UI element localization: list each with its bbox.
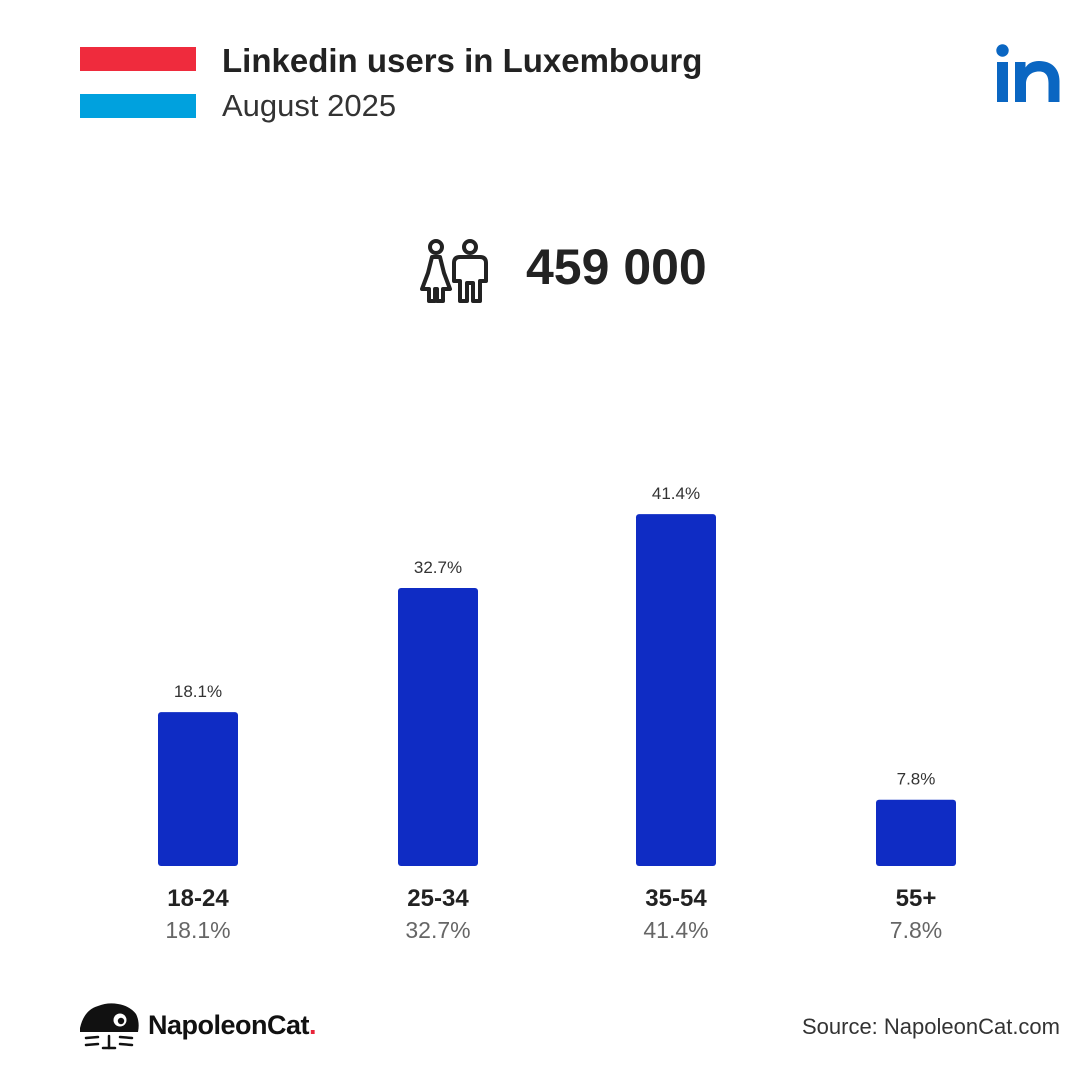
category-label: 18-24 <box>167 885 229 912</box>
bar-18-24 <box>158 712 238 866</box>
bar-value-label: 18.1% <box>174 682 222 701</box>
category-label: 35-54 <box>645 885 707 912</box>
category-label: 55+ <box>896 885 937 912</box>
brand-name-text: NapoleonCat <box>148 1010 310 1040</box>
brand-dot: . <box>309 1010 317 1040</box>
total-users-value: 459 000 <box>526 239 707 295</box>
category-percent-label: 7.8% <box>890 917 942 943</box>
page-title: Linkedin users in Luxembourg <box>222 42 703 79</box>
bar-value-label: 7.8% <box>897 770 936 789</box>
napoleoncat-logo-icon <box>80 1003 139 1050</box>
linkedin-icon <box>996 44 1060 102</box>
page-subtitle: August 2025 <box>222 88 397 123</box>
bar-25-34 <box>398 588 478 866</box>
category-percent-label: 32.7% <box>405 917 470 943</box>
age-distribution-chart: 18.1% 18-24 18.1% 32.7% 25-34 32.7% 41.4% 35-54… <box>158 484 956 943</box>
bar-value-label: 41.4% <box>652 484 700 503</box>
flag-stripe-blue <box>80 94 196 118</box>
flag-stripe-white <box>80 70 196 95</box>
people-icon <box>420 239 488 303</box>
category-percent-label: 18.1% <box>165 917 230 943</box>
brand-name: NapoleonCat. <box>148 1010 317 1041</box>
bar-35-54 <box>636 514 716 866</box>
source-text: Source: NapoleonCat.com <box>801 1014 1060 1039</box>
category-label: 25-34 <box>407 885 469 912</box>
category-percent-label: 41.4% <box>643 917 708 943</box>
luxembourg-flag <box>80 47 196 118</box>
bar-55+ <box>876 799 956 866</box>
bar-value-label: 32.7% <box>414 558 462 577</box>
flag-stripe-red <box>80 47 196 71</box>
